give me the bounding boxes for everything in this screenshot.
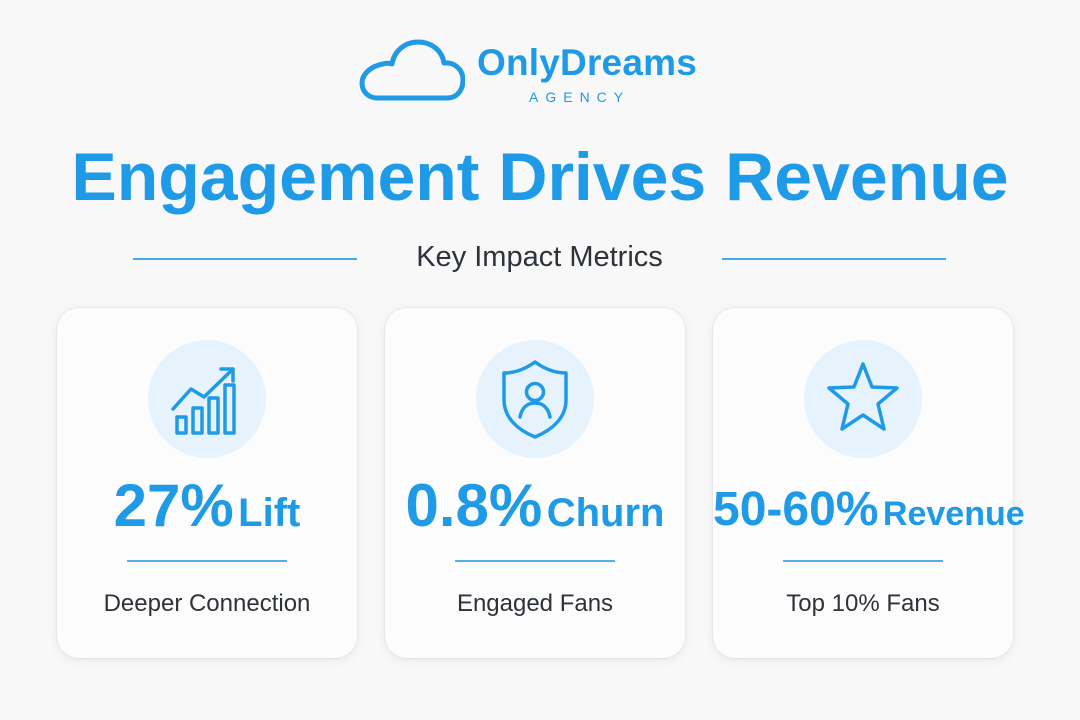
brand-header: OnlyDreams AGENCY: [0, 34, 1080, 110]
metric-card-lift: 27% Lift Deeper Connection: [57, 308, 357, 658]
metric-number: 27%: [113, 472, 234, 539]
brand-name: OnlyDreams: [477, 42, 697, 83]
subheading-row: Key Impact Metrics: [0, 238, 1080, 278]
metric-card-revenue: 50-60% Revenue Top 10% Fans: [713, 308, 1025, 658]
card-divider: [783, 560, 943, 562]
star-icon: [827, 362, 899, 431]
metric-unit: Lift: [238, 491, 301, 535]
growth-chart-icon: [171, 367, 236, 435]
page-title: Engagement Drives Revenue: [71, 139, 1009, 215]
metric-value: 0.8% Churn: [385, 476, 685, 536]
metric-cards: 27% Lift Deeper Connection 0.8% Churn En…: [0, 308, 1080, 660]
metric-value: 27% Lift: [57, 476, 357, 536]
metric-unit: Churn: [546, 491, 665, 535]
subheading: Key Impact Metrics: [416, 241, 663, 273]
metric-caption: Top 10% Fans: [786, 590, 940, 617]
metric-card-churn: 0.8% Churn Engaged Fans: [385, 308, 685, 658]
subheading-left-divider: [133, 258, 357, 260]
subheading-right-divider: [722, 258, 946, 260]
card-divider: [455, 560, 615, 562]
icon-badge: [148, 340, 266, 458]
cloud-icon: [359, 39, 465, 101]
metric-caption: Deeper Connection: [103, 590, 311, 617]
card-divider: [127, 560, 287, 562]
icon-badge: [476, 340, 594, 458]
shield-user-icon: [502, 360, 568, 439]
metric-number: 50-60%: [713, 483, 879, 536]
metric-unit: Revenue: [882, 495, 1025, 533]
metric-caption: Engaged Fans: [456, 590, 614, 617]
brand-subtitle: AGENCY: [529, 89, 631, 105]
metric-value: 50-60% Revenue: [713, 483, 1025, 536]
metric-number: 0.8%: [405, 472, 543, 539]
icon-badge: [804, 340, 922, 458]
